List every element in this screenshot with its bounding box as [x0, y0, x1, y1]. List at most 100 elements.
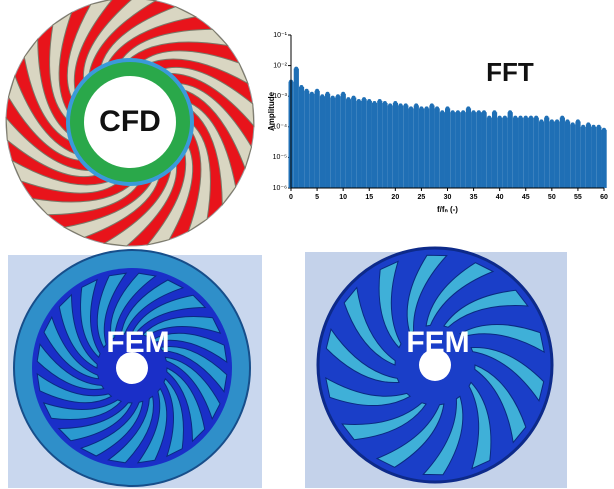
x-tick-label: 50: [548, 194, 556, 201]
stem-head: [451, 110, 455, 114]
stem-head: [487, 116, 491, 120]
stem-head: [404, 103, 408, 107]
stem-head: [539, 119, 543, 123]
x-tick-label: 25: [418, 194, 426, 201]
cfd-label: CFD: [99, 105, 161, 138]
stem-head: [352, 96, 356, 100]
stem: [492, 112, 497, 188]
stem: [544, 118, 549, 188]
stem-head: [519, 116, 523, 120]
stem: [466, 108, 471, 188]
x-tick-label: 0: [289, 194, 293, 201]
stem-head: [513, 116, 517, 120]
stem: [424, 108, 429, 188]
stem-head: [315, 89, 319, 93]
stem: [382, 103, 387, 188]
stem-head: [482, 110, 486, 114]
stem: [372, 103, 377, 188]
y-tick-label: 10⁻²: [273, 62, 287, 69]
stem: [440, 112, 445, 188]
fem-right-label: FEM: [406, 326, 469, 359]
stem: [565, 121, 570, 188]
y-tick-label: 10⁻⁴: [273, 124, 288, 131]
stem-head: [294, 67, 298, 71]
stem: [309, 94, 314, 188]
stem-head: [602, 128, 606, 132]
stem: [497, 118, 502, 188]
stem: [513, 118, 518, 188]
stem: [393, 103, 398, 188]
stem: [461, 112, 466, 188]
stem: [367, 101, 372, 188]
stem-head: [393, 101, 397, 105]
stem: [445, 108, 450, 188]
stem-head: [419, 106, 423, 110]
stem: [398, 105, 403, 188]
stem: [487, 118, 492, 188]
stem-head: [597, 125, 601, 129]
fem-left-label: FEM: [106, 326, 169, 359]
x-tick-label: 40: [496, 194, 504, 201]
x-axis-label: f/fₙ (-): [437, 205, 458, 214]
stem-head: [362, 97, 366, 101]
stem-head: [331, 96, 335, 100]
stem-head: [571, 122, 575, 126]
y-tick-label: 10⁻⁵: [273, 154, 287, 161]
stem-head: [446, 106, 450, 110]
stem: [346, 99, 351, 188]
stem: [429, 105, 434, 188]
y-tick-label: 10⁻¹: [273, 32, 287, 39]
stem-head: [560, 116, 564, 120]
stem: [435, 108, 440, 188]
x-tick-label: 35: [470, 194, 478, 201]
stem-head: [305, 89, 309, 93]
stem-head: [508, 110, 512, 114]
stem: [362, 99, 367, 188]
stem-head: [576, 119, 580, 123]
stem: [356, 101, 361, 188]
stem-head: [378, 99, 382, 103]
stem: [602, 130, 607, 188]
stem: [335, 96, 340, 188]
stem-head: [357, 99, 361, 103]
stem: [315, 91, 320, 188]
stem-head: [472, 110, 476, 114]
stem-head: [399, 103, 403, 107]
stem: [560, 118, 565, 188]
stem: [419, 108, 424, 188]
stem: [570, 124, 575, 188]
stem-head: [409, 106, 413, 110]
stem-head: [565, 119, 569, 123]
stem-head: [299, 85, 303, 89]
stem-head: [550, 119, 554, 123]
stem-head: [320, 94, 324, 98]
stem-head: [430, 103, 434, 107]
x-tick-label: 5: [315, 194, 319, 201]
stem: [596, 127, 601, 188]
stem: [377, 101, 382, 188]
stem: [299, 87, 304, 188]
stem-head: [346, 97, 350, 101]
stem: [294, 69, 299, 188]
x-tick-label: 45: [522, 194, 530, 201]
stem-head: [466, 106, 470, 110]
stem: [549, 121, 554, 188]
stem: [476, 112, 481, 188]
stem-head: [425, 106, 429, 110]
y-tick-label: 10⁻³: [273, 93, 287, 100]
stem: [518, 118, 523, 188]
stem-head: [534, 116, 538, 120]
x-tick-label: 15: [365, 194, 373, 201]
x-tick-label: 10: [339, 194, 347, 201]
stem-head: [477, 110, 481, 114]
stem: [471, 112, 476, 188]
stem-head: [461, 110, 465, 114]
stem: [555, 121, 560, 188]
stem-head: [372, 101, 376, 105]
stem: [581, 127, 586, 188]
stem: [575, 121, 580, 188]
stem: [534, 118, 539, 188]
stem: [408, 108, 413, 188]
x-tick-label: 20: [391, 194, 399, 201]
stem-head: [456, 110, 460, 114]
